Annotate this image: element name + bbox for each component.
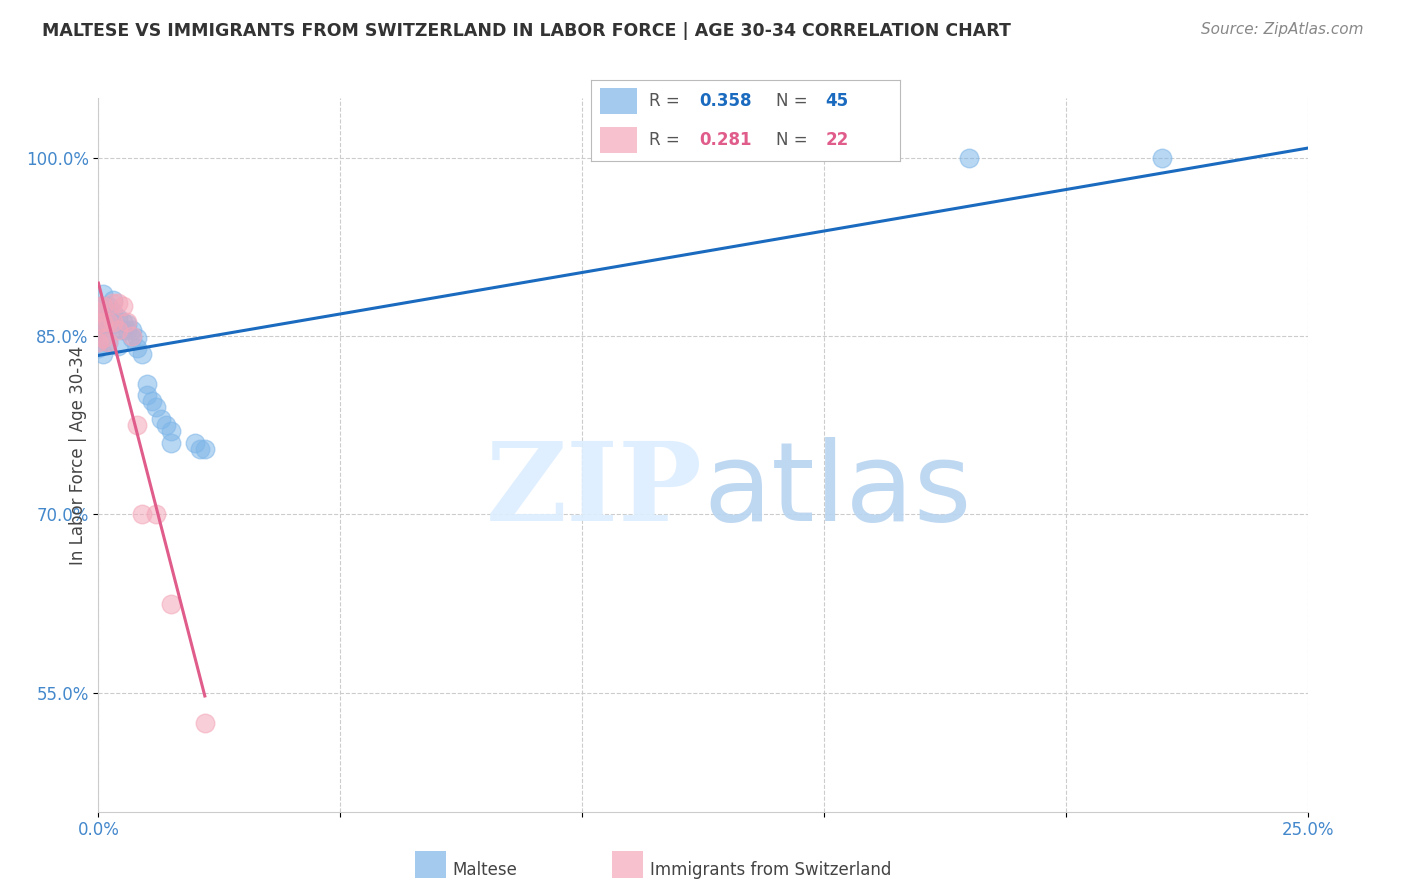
Text: R =: R = (650, 131, 681, 149)
Point (135, 376, 157, 391)
Y-axis label: In Labor Force | Age 30-34: In Labor Force | Age 30-34 (69, 345, 87, 565)
Point (107, 338, 129, 352)
Point (101, 315, 124, 329)
Point (101, 293, 124, 308)
Point (101, 295, 124, 310)
Point (107, 323, 129, 337)
Point (87, 299, 110, 313)
Point (101, 305, 124, 319)
Point (97, 305, 120, 319)
Text: ZIP: ZIP (486, 437, 703, 544)
Point (107, 311, 129, 326)
Point (194, 715, 217, 730)
Point (121, 329, 143, 343)
Bar (600, 127, 637, 153)
Point (87, 311, 110, 326)
Point (127, 331, 149, 345)
Point (117, 315, 139, 329)
Text: Maltese: Maltese (453, 861, 517, 879)
Text: Source: ZipAtlas.com: Source: ZipAtlas.com (1201, 22, 1364, 37)
Text: 0.358: 0.358 (699, 92, 751, 110)
Point (97, 317, 120, 331)
Point (87, 334, 110, 349)
Point (87, 323, 110, 337)
Point (131, 508, 153, 522)
Text: N =: N = (776, 92, 807, 110)
Text: Immigrants from Switzerland: Immigrants from Switzerland (650, 861, 891, 879)
Point (91, 315, 114, 329)
Point (101, 317, 124, 331)
Point (107, 295, 129, 310)
Point (135, 388, 157, 402)
Point (87, 317, 110, 331)
Text: 22: 22 (825, 131, 849, 149)
Point (160, 597, 183, 611)
Text: N =: N = (776, 131, 807, 149)
Point (87, 341, 110, 355)
Point (97, 334, 120, 349)
Point (91, 299, 114, 313)
Point (87, 305, 110, 319)
Point (131, 347, 153, 361)
Point (127, 341, 149, 355)
Point (107, 320, 129, 334)
Point (91, 331, 114, 345)
Text: R =: R = (650, 92, 681, 110)
Text: 45: 45 (825, 92, 849, 110)
Point (957, 151, 980, 165)
Text: 0.281: 0.281 (699, 131, 751, 149)
Bar (600, 88, 637, 114)
Point (91, 317, 114, 331)
Point (91, 311, 114, 326)
Point (97, 315, 120, 329)
Point (121, 331, 143, 345)
Point (1152, 151, 1174, 165)
Point (188, 442, 211, 456)
Point (97, 334, 120, 349)
Point (91, 347, 114, 361)
Point (87, 299, 110, 313)
Point (111, 299, 134, 313)
Point (145, 508, 167, 522)
Point (184, 436, 207, 450)
Point (194, 442, 217, 456)
Point (117, 317, 139, 331)
Point (97, 299, 120, 313)
Point (141, 394, 163, 409)
Point (117, 323, 139, 337)
Point (121, 323, 143, 337)
Point (160, 436, 183, 450)
Point (155, 418, 177, 433)
Point (160, 424, 183, 438)
Point (150, 412, 173, 426)
Point (91, 287, 114, 301)
Point (127, 418, 149, 433)
Text: atlas: atlas (703, 437, 972, 544)
Text: MALTESE VS IMMIGRANTS FROM SWITZERLAND IN LABOR FORCE | AGE 30-34 CORRELATION CH: MALTESE VS IMMIGRANTS FROM SWITZERLAND I… (42, 22, 1011, 40)
Point (111, 323, 134, 337)
Point (145, 401, 167, 415)
Point (87, 305, 110, 319)
Point (111, 315, 134, 329)
Point (91, 329, 114, 343)
Point (91, 299, 114, 313)
